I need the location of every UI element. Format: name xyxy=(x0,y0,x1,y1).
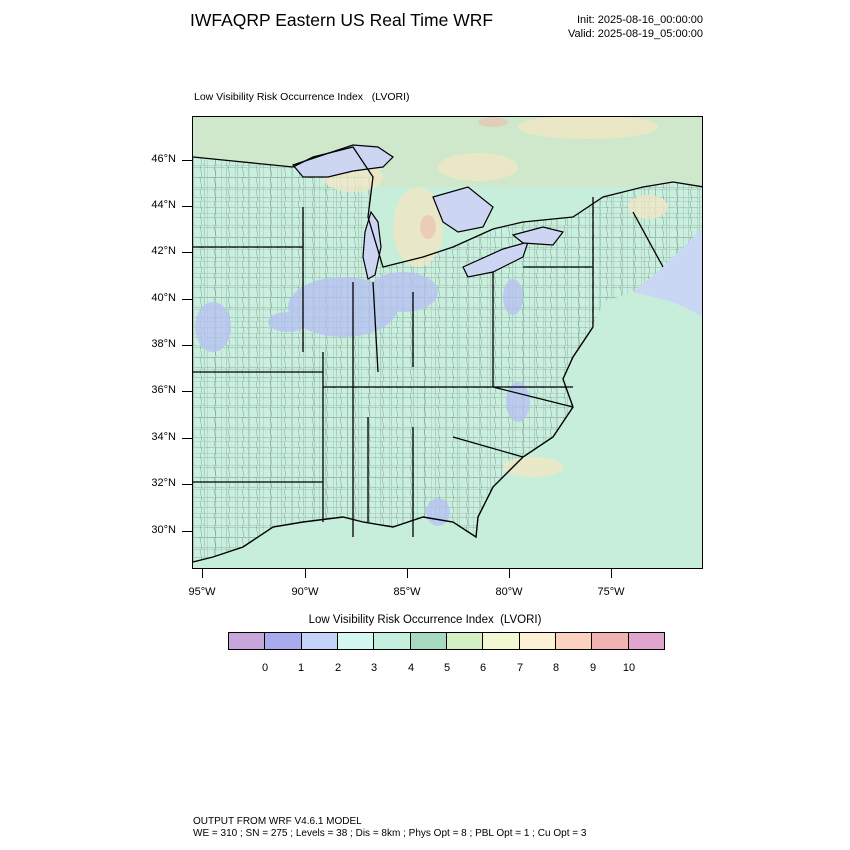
lon-tick xyxy=(407,569,408,578)
plot-title: Low Visibility Risk Occurrence Index (LV… xyxy=(194,91,410,103)
lat-label-46: 46°N xyxy=(151,153,176,165)
atlantic-ne xyxy=(633,228,702,317)
lake-michigan xyxy=(362,210,382,280)
colorbar-label: 4 xyxy=(407,662,415,674)
lat-label-38: 38°N xyxy=(151,338,176,350)
colorbar-box xyxy=(265,633,302,649)
lat-label-44: 44°N xyxy=(151,199,176,211)
colorbar-box xyxy=(374,633,411,649)
figure-title: IWFAQRP Eastern US Real Time WRF xyxy=(190,10,494,30)
colorbar-box xyxy=(483,633,520,649)
colorbar-label: 0 xyxy=(261,662,269,674)
state-boundaries xyxy=(193,146,702,537)
colorbar-label: 5 xyxy=(443,662,451,674)
lon-tick xyxy=(305,569,306,578)
lake-huron xyxy=(432,186,494,233)
valid-time: Valid: 2025-08-19_05:00:00 xyxy=(568,28,703,40)
colorbar-box xyxy=(592,633,629,649)
lat-tick xyxy=(182,299,192,300)
lon-label-80: 80°W xyxy=(495,586,523,598)
low-index-areas xyxy=(195,272,530,526)
model-info-line1: OUTPUT FROM WRF V4.6.1 MODEL xyxy=(193,816,362,827)
lake-ontario xyxy=(511,226,565,246)
lat-label-40: 40°N xyxy=(151,292,176,304)
colorbar-box xyxy=(446,633,484,649)
lat-tick xyxy=(182,391,192,392)
lon-label-90: 90°W xyxy=(291,586,319,598)
lat-label-30: 30°N xyxy=(151,524,176,536)
lat-tick xyxy=(182,484,192,485)
colorbar-label: 8 xyxy=(552,662,560,674)
lvori-map xyxy=(192,116,703,569)
colorbar-label: 2 xyxy=(334,662,342,674)
colorbar-label: 1 xyxy=(297,662,305,674)
lat-tick xyxy=(182,345,192,346)
colorbar-box xyxy=(229,633,266,649)
colorbar-title: Low Visibility Risk Occurrence Index (LV… xyxy=(308,614,542,626)
colorbar-label: 7 xyxy=(516,662,524,674)
lon-tick xyxy=(509,569,510,578)
colorbar-box xyxy=(628,633,664,649)
lon-tick xyxy=(202,569,203,578)
lon-label-95: 95°W xyxy=(188,586,216,598)
colorbar-box xyxy=(555,633,593,649)
lat-label-34: 34°N xyxy=(151,431,176,443)
colorbar-label: 3 xyxy=(370,662,378,674)
init-time: Init: 2025-08-16_00:00:00 xyxy=(577,14,703,26)
lon-label-75: 75°W xyxy=(597,586,625,598)
colorbar-box xyxy=(337,633,375,649)
lat-label-42: 42°N xyxy=(151,245,176,257)
lat-tick xyxy=(182,160,192,161)
lat-label-32: 32°N xyxy=(151,477,176,489)
lon-label-85: 85°W xyxy=(393,586,421,598)
colorbar-box xyxy=(519,633,556,649)
colorbar xyxy=(228,632,665,650)
lat-tick xyxy=(182,206,192,207)
colorbar-box xyxy=(410,633,447,649)
colorbar-box xyxy=(301,633,338,649)
model-info-line2: WE = 310 ; SN = 275 ; Levels = 38 ; Dis … xyxy=(193,828,587,839)
lat-tick xyxy=(182,252,192,253)
lat-label-36: 36°N xyxy=(151,384,176,396)
colorbar-label: 9 xyxy=(589,662,597,674)
lon-tick xyxy=(611,569,612,578)
map-canvas xyxy=(193,117,702,568)
lat-tick xyxy=(182,438,192,439)
colorbar-label: 10 xyxy=(622,662,636,674)
lake-erie xyxy=(462,241,529,278)
lat-tick xyxy=(182,531,192,532)
colorbar-label: 6 xyxy=(479,662,487,674)
